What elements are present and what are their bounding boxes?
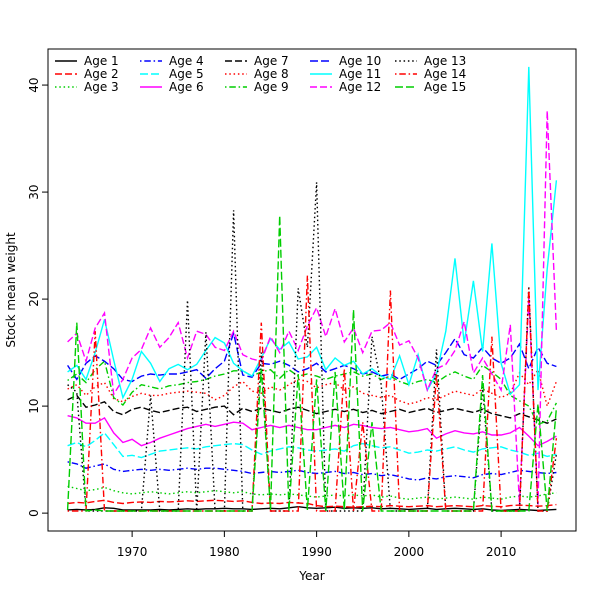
y-tick-label: 20 bbox=[27, 291, 41, 306]
x-tick-label: 1980 bbox=[209, 545, 240, 559]
legend-label: Age 7 bbox=[254, 54, 289, 68]
series-line-age-8 bbox=[67, 367, 558, 409]
y-axis-title: Stock mean weight bbox=[4, 232, 18, 348]
series-line-age-13 bbox=[67, 182, 558, 512]
series-line-age-4 bbox=[67, 461, 557, 481]
legend-label: Age 9 bbox=[254, 80, 289, 94]
series-lines bbox=[66, 66, 558, 512]
series-line-age-6 bbox=[67, 415, 557, 447]
axes: 1970 1980 1990 2000 2010 0 10 20 30 40 bbox=[27, 77, 516, 559]
y-tick-label: 40 bbox=[27, 77, 41, 92]
legend-item-age-5: Age 5 bbox=[140, 67, 204, 81]
x-tick-label: 1970 bbox=[117, 545, 148, 559]
legend-label: Age 6 bbox=[169, 80, 204, 94]
legend-label: Age 10 bbox=[339, 54, 381, 68]
legend-item-age-8: Age 8 bbox=[225, 67, 289, 81]
series-line-age-15 bbox=[66, 215, 558, 512]
x-axis-title: Year bbox=[298, 569, 324, 583]
legend-item-age-7: Age 7 bbox=[225, 54, 289, 68]
legend-item-age-4: Age 4 bbox=[140, 54, 204, 68]
legend-label: Age 8 bbox=[254, 67, 289, 81]
plot-border bbox=[47, 48, 577, 532]
legend-label: Age 13 bbox=[424, 54, 466, 68]
legend-item-age-13: Age 13 bbox=[395, 54, 466, 68]
legend-label: Age 2 bbox=[84, 67, 119, 81]
y-tick-label: 30 bbox=[27, 184, 41, 199]
y-tick-label: 0 bbox=[27, 509, 41, 517]
legend-label: Age 1 bbox=[84, 54, 119, 68]
legend-item-age-2: Age 2 bbox=[55, 67, 119, 81]
legend-item-age-6: Age 6 bbox=[140, 80, 204, 94]
legend-item-age-9: Age 9 bbox=[225, 80, 289, 94]
legend-item-age-15: Age 15 bbox=[395, 80, 466, 94]
x-tick-label: 2010 bbox=[486, 545, 517, 559]
series-line-age-7 bbox=[67, 394, 557, 424]
legend-label: Age 3 bbox=[84, 80, 119, 94]
y-tick-label: 10 bbox=[27, 398, 41, 413]
series-line-age-1 bbox=[67, 505, 557, 512]
legend-label: Age 5 bbox=[169, 67, 204, 81]
legend-item-age-3: Age 3 bbox=[55, 80, 119, 94]
legend-label: Age 11 bbox=[339, 67, 381, 81]
series-line-age-2 bbox=[67, 499, 557, 508]
legend-item-age-12: Age 12 bbox=[310, 80, 381, 94]
x-tick-label: 2000 bbox=[394, 545, 425, 559]
legend-item-age-1: Age 1 bbox=[55, 54, 119, 68]
legend-item-age-11: Age 11 bbox=[310, 67, 381, 81]
series-line-age-11 bbox=[67, 66, 558, 400]
legend-item-age-14: Age 14 bbox=[395, 67, 466, 81]
legend-label: Age 14 bbox=[424, 67, 466, 81]
series-line-age-10 bbox=[67, 330, 557, 383]
legend-label: Age 15 bbox=[424, 80, 466, 94]
legend-label: Age 4 bbox=[169, 54, 204, 68]
series-line-age-12 bbox=[67, 110, 558, 505]
series-line-age-9 bbox=[67, 359, 558, 426]
legend-label: Age 12 bbox=[339, 80, 381, 94]
series-line-age-14 bbox=[67, 275, 558, 512]
legend-item-age-10: Age 10 bbox=[310, 54, 381, 68]
x-tick-label: 1990 bbox=[301, 545, 332, 559]
